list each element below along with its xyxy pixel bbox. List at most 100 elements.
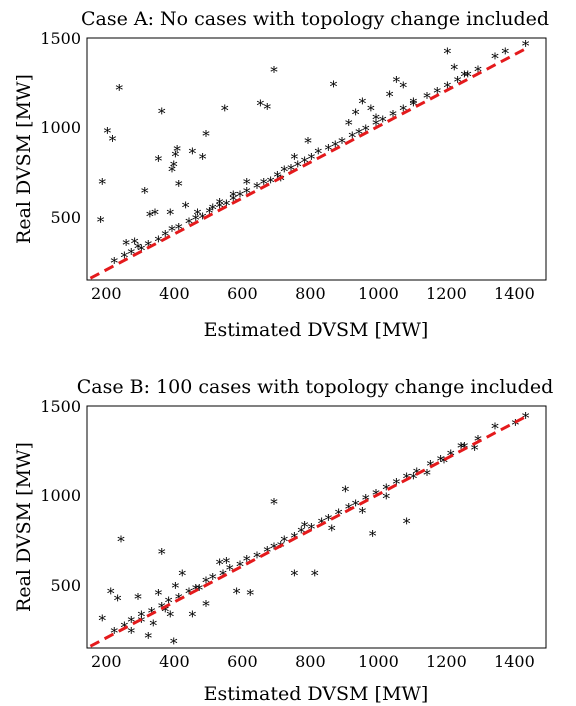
- chart-a-x-tick: 400: [159, 284, 190, 303]
- chart-a-data-point: *: [223, 197, 231, 215]
- chart-a-data-point: *: [104, 124, 112, 142]
- chart-a-y-tick: 1500: [40, 29, 81, 48]
- chart-b-data-point: *: [178, 567, 186, 585]
- chart-a-data-point: *: [229, 188, 237, 206]
- chart-a-data-point: *: [287, 161, 295, 179]
- chart-a-data-point: *: [389, 107, 397, 125]
- chart-b-data-point: *: [325, 511, 333, 529]
- chart-a-data-point: *: [243, 175, 251, 193]
- chart-b-data-point: *: [223, 554, 231, 572]
- chart-a-data-point: *: [410, 96, 418, 114]
- chart-b-data-point: *: [280, 532, 288, 550]
- chart-a-data-point: *: [209, 200, 217, 218]
- chart-b-data-point: *: [403, 515, 411, 533]
- chart-a-data-point: *: [454, 73, 462, 91]
- chart-case-b: Case B: 100 cases with topology change i…: [13, 376, 553, 705]
- chart-a-data-point: *: [134, 240, 142, 258]
- chart-a-data-point: *: [182, 199, 190, 217]
- chart-b-data-point: *: [216, 556, 224, 574]
- chart-a-data-point: *: [423, 89, 431, 107]
- chart-a-data-point: *: [474, 62, 482, 80]
- chart-a-data-point: *: [189, 145, 197, 163]
- chart-a-data-point: *: [270, 63, 278, 81]
- chart-a-data-point: *: [260, 175, 268, 193]
- chart-b-data-point: *: [209, 570, 217, 588]
- chart-b-data-point: *: [243, 552, 251, 570]
- chart-a-data-point: *: [352, 105, 360, 123]
- chart-a-y-axis-label: Real DVSM [MW]: [13, 74, 35, 244]
- chart-a-data-point: *: [444, 78, 452, 96]
- chart-a-x-tick: 200: [91, 284, 122, 303]
- chart-b-data-point: *: [253, 549, 261, 567]
- chart-b-data-point: *: [226, 561, 234, 579]
- chart-a-data-point: *: [267, 173, 275, 191]
- chart-b-data-point: *: [233, 584, 241, 602]
- chart-b-data-point: *: [195, 581, 203, 599]
- chart-a-data-point: *: [330, 78, 338, 96]
- chart-a-data-point: *: [522, 37, 530, 55]
- chart-a-data-point: *: [168, 222, 176, 240]
- chart-b-data-point: *: [114, 592, 122, 610]
- chart-a-data-point: *: [199, 150, 207, 168]
- chart-b-data-point: *: [117, 532, 125, 550]
- chart-b-data-point: *: [138, 613, 146, 631]
- chart-a-data-point: *: [331, 138, 339, 156]
- chart-b-x-ticks: 200 400 600 800 1000 1200 1400: [91, 652, 535, 671]
- chart-b-x-tick: 800: [295, 652, 326, 671]
- chart-b-data-point: *: [437, 452, 445, 470]
- chart-a-data-point: *: [348, 129, 356, 147]
- chart-a-data-point: *: [236, 188, 244, 206]
- chart-a-data-point: *: [461, 68, 469, 86]
- chart-a-data-point: *: [192, 211, 200, 229]
- chart-b-x-tick: 400: [159, 652, 190, 671]
- chart-b-data-point: *: [297, 523, 305, 541]
- chart-b-plot-area: [86, 405, 547, 649]
- chart-a-data-point: *: [253, 179, 261, 197]
- chart-b-title: Case B: 100 cases with topology change i…: [77, 376, 553, 398]
- chart-a-data-point: *: [127, 245, 135, 263]
- chart-b-y-tick: 1500: [40, 397, 81, 416]
- chart-a-data-point: *: [280, 163, 288, 181]
- chart-b-x-tick: 1000: [358, 652, 399, 671]
- chart-b-x-tick: 600: [227, 652, 258, 671]
- chart-a-data-point: *: [314, 145, 322, 163]
- chart-b-data-point: *: [342, 482, 350, 500]
- chart-a-data-point: *: [338, 134, 346, 152]
- chart-a-data-point: *: [155, 233, 163, 251]
- chart-b-x-axis-label: Estimated DVSM [MW]: [204, 683, 429, 705]
- chart-a-data-point: *: [173, 142, 181, 160]
- chart-a-data-point: *: [122, 236, 130, 254]
- chart-b-x-tick: 1400: [494, 652, 535, 671]
- chart-b-data-point: *: [522, 409, 530, 427]
- chart-b-data-point: *: [165, 593, 173, 611]
- chart-a-data-point: *: [345, 116, 353, 134]
- chart-a-data-point: *: [410, 95, 418, 113]
- chart-b-reference-line: [89, 413, 530, 648]
- chart-a-x-tick: 800: [295, 284, 326, 303]
- chart-b-data-point: *: [110, 624, 118, 642]
- chart-case-a: Case A: No cases with topology change in…: [13, 8, 549, 341]
- chart-a-data-point: *: [308, 150, 316, 168]
- chart-a-data-point: *: [99, 175, 107, 193]
- chart-a-data-point: *: [257, 96, 265, 114]
- chart-b-data-point: *: [138, 608, 146, 626]
- chart-b-data-point: *: [440, 454, 448, 472]
- chart-a-data-point: *: [393, 73, 401, 91]
- chart-b-data-point: *: [308, 520, 316, 538]
- chart-a-data-point: *: [216, 199, 224, 217]
- chart-a-data-point: *: [444, 44, 452, 62]
- chart-a-data-point: *: [141, 184, 149, 202]
- chart-a-data-point: *: [243, 184, 251, 202]
- chart-a-data-point: *: [229, 191, 237, 209]
- chart-a-x-tick: 600: [227, 284, 258, 303]
- chart-b-data-point: *: [382, 489, 390, 507]
- chart-b-data-point: *: [167, 608, 175, 626]
- chart-b-data-point: *: [410, 470, 418, 488]
- chart-b-data-point: *: [158, 545, 166, 563]
- chart-a-data-point: *: [175, 177, 183, 195]
- chart-a-plot-area: [86, 37, 547, 281]
- chart-a-data-point: *: [386, 87, 394, 105]
- chart-b-data-point: *: [189, 608, 197, 626]
- chart-a-data-point: *: [170, 157, 178, 175]
- chart-a-data-point: *: [355, 125, 363, 143]
